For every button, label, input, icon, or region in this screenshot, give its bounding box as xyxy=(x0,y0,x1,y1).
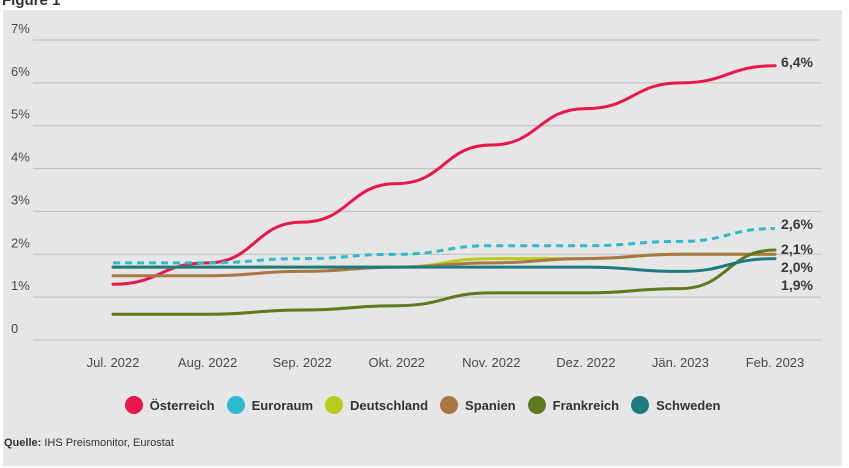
legend-swatch-icon xyxy=(325,396,344,414)
legend-item: Frankreich xyxy=(527,396,620,414)
legend-item: Euroraum xyxy=(226,396,314,414)
x-tick-label: Dez. 2022 xyxy=(556,355,615,370)
legend-swatch-icon xyxy=(440,396,459,414)
legend-label: Frankreich xyxy=(552,397,620,413)
source-note: Quelle: IHS Preismonitor, Eurostat xyxy=(4,437,174,449)
chart-legend: Österreich Euroraum Deutschland Spanien Fran… xyxy=(3,396,842,414)
x-tick-label: Okt. 2022 xyxy=(369,355,425,370)
series-line-schweden xyxy=(111,257,777,273)
legend-item: Schweden xyxy=(631,396,720,414)
legend-label: Euroraum xyxy=(251,397,314,413)
legend-label: Österreich xyxy=(149,397,215,413)
x-tick-label: Sep. 2022 xyxy=(273,355,332,370)
y-tick-label: 7% xyxy=(11,21,30,36)
figure-title-strip: Figure 1 xyxy=(0,0,849,12)
legend-swatch-icon xyxy=(124,396,143,414)
legend-swatch-icon xyxy=(631,396,650,414)
end-label: 1,9% xyxy=(781,277,813,293)
line-chart: 0 1% 2% 3% 4% 5% 6% 7% Jul. 2022 Aug. 2022 Sep. 20… xyxy=(11,21,821,370)
legend-label: Spanien xyxy=(465,397,516,413)
legend-swatch-icon xyxy=(226,396,245,414)
y-tick-label: 3% xyxy=(11,192,30,207)
y-tick-label: 4% xyxy=(11,150,30,165)
x-tick-label: Jul. 2022 xyxy=(87,355,140,370)
x-tick-label: Aug. 2022 xyxy=(178,355,237,370)
legend-swatch-icon xyxy=(527,396,546,414)
y-tick-label: 5% xyxy=(11,107,30,122)
end-label: 2,1% xyxy=(781,241,813,257)
x-tick-label: Feb. 2023 xyxy=(746,355,805,370)
legend-label: Schweden xyxy=(656,397,721,413)
y-tick-label: 6% xyxy=(11,64,30,79)
y-tick-label: 0 xyxy=(11,321,18,336)
source-label: Quelle: xyxy=(4,437,42,449)
end-label: 2,6% xyxy=(781,216,813,232)
series-line-frankreich xyxy=(111,248,777,316)
figure-title: Figure 1 xyxy=(2,0,61,9)
series-line-österreich xyxy=(111,64,777,286)
source-text: IHS Preismonitor, Eurostat xyxy=(44,437,174,449)
end-label: 6,4% xyxy=(781,54,813,70)
legend-label: Deutschland xyxy=(350,397,429,413)
legend-item: Deutschland xyxy=(325,396,428,414)
end-label: 2,0% xyxy=(781,259,813,275)
x-tick-label: Nov. 2022 xyxy=(462,355,520,370)
x-tick-label: Jän. 2023 xyxy=(652,355,709,370)
legend-item: Österreich xyxy=(124,396,215,414)
series-line-euroraum xyxy=(113,227,776,265)
series-line-spanien xyxy=(111,252,777,278)
legend-item: Spanien xyxy=(440,396,516,414)
chart-panel: 0 1% 2% 3% 4% 5% 6% 7% Jul. 2022 Aug. 2022 Sep. 20… xyxy=(3,10,842,466)
y-tick-label: 2% xyxy=(11,235,30,250)
y-tick-label: 1% xyxy=(11,278,30,293)
